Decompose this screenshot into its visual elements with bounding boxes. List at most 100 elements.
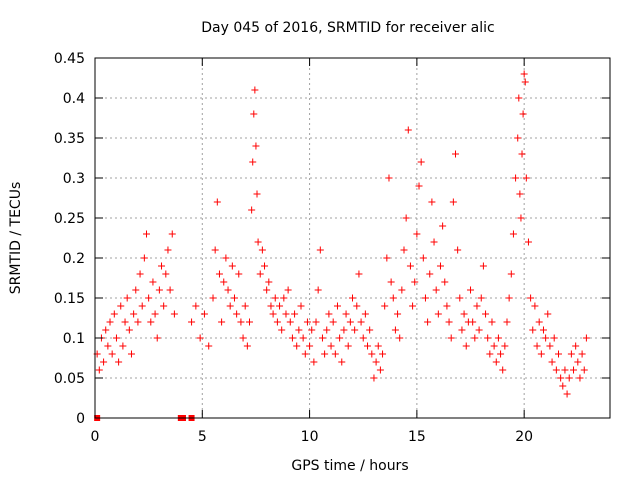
data-point [321,350,329,358]
data-point [246,318,253,326]
data-point [355,270,363,278]
data-point [110,310,118,318]
data-point [127,350,135,358]
data-point [361,310,369,318]
y-tick-label: 0.1 [63,331,85,347]
data-point [426,270,434,278]
data-point [104,342,112,350]
data-point [509,230,517,238]
data-point [432,286,440,294]
data-point [454,246,462,254]
data-point [147,318,155,326]
data-point [295,326,303,334]
data-point [477,294,485,302]
data-point [312,318,320,326]
axis-ticks: 0 0.05 0.1 0.15 0.2 0.25 0.3 0.35 0.4 0.45 0 5 10 15 2… [54,51,610,445]
data-point [130,310,138,318]
data-point [224,286,232,294]
data-point [492,358,500,366]
data-point [284,286,292,294]
data-point [351,326,359,334]
data-point [237,318,245,326]
data-point [160,302,168,310]
data-point [458,326,466,334]
data-point [153,334,161,342]
data-point [164,246,172,254]
data-point [409,302,417,310]
data-point [473,302,481,310]
data-point [501,342,509,350]
data-point [115,358,123,366]
y-tick-label: 0.4 [63,91,85,107]
data-point [168,230,176,238]
data-point [248,206,256,214]
data-point [546,342,554,350]
data-point [286,318,294,326]
data-point [576,374,584,382]
data-point [520,70,528,78]
data-point [460,310,468,318]
data-point [567,350,575,358]
data-point [222,254,230,262]
data-point [507,270,515,278]
data-point [278,326,286,334]
chart-title: Day 045 of 2016, SRMTID for receiver ali… [201,20,494,36]
data-point [557,374,565,382]
data-point [265,278,273,286]
data-point [439,222,447,230]
data-point [372,358,380,366]
data-point [303,318,311,326]
y-tick-label: 0.05 [54,371,85,387]
data-point [430,238,438,246]
data-point [572,342,580,350]
data-point [188,318,196,326]
data-point [314,286,322,294]
data-point [518,150,526,158]
data-point [261,262,269,270]
data-point [503,318,511,326]
grid [95,58,610,418]
data-point [494,334,502,342]
data-point [336,334,344,342]
data-point [519,110,527,118]
data-point [550,334,558,342]
data-point [108,350,116,358]
data-point [155,286,163,294]
data-point [306,342,314,350]
y-tick-label: 0.25 [54,211,85,227]
data-point [230,294,238,302]
data-point [276,302,284,310]
data-point [299,334,307,342]
data-point [521,78,529,86]
data-point [449,198,457,206]
data-point [123,294,131,302]
data-point [529,326,537,334]
data-point [327,342,335,350]
data-point [582,334,590,342]
data-point [391,326,399,334]
data-point [394,310,402,318]
data-point [570,366,578,374]
data-point [211,246,219,254]
data-point [462,342,470,350]
data-point [344,342,352,350]
x-tick-label: 10 [301,429,319,445]
y-tick-label: 0.2 [63,251,85,267]
y-tick-label: 0 [76,411,85,427]
data-point [374,342,382,350]
data-point [488,318,496,326]
data-point [125,326,133,334]
data-point [249,158,257,166]
data-point [325,310,333,318]
data-point [379,350,387,358]
data-point [95,366,103,374]
data-point [218,318,226,326]
data-point [132,286,140,294]
plot-frame [94,57,611,419]
data-point [517,214,525,222]
data-point [515,94,523,102]
data-point [522,174,530,182]
data-point [497,350,505,358]
data-point [280,294,288,302]
data-point [149,278,157,286]
